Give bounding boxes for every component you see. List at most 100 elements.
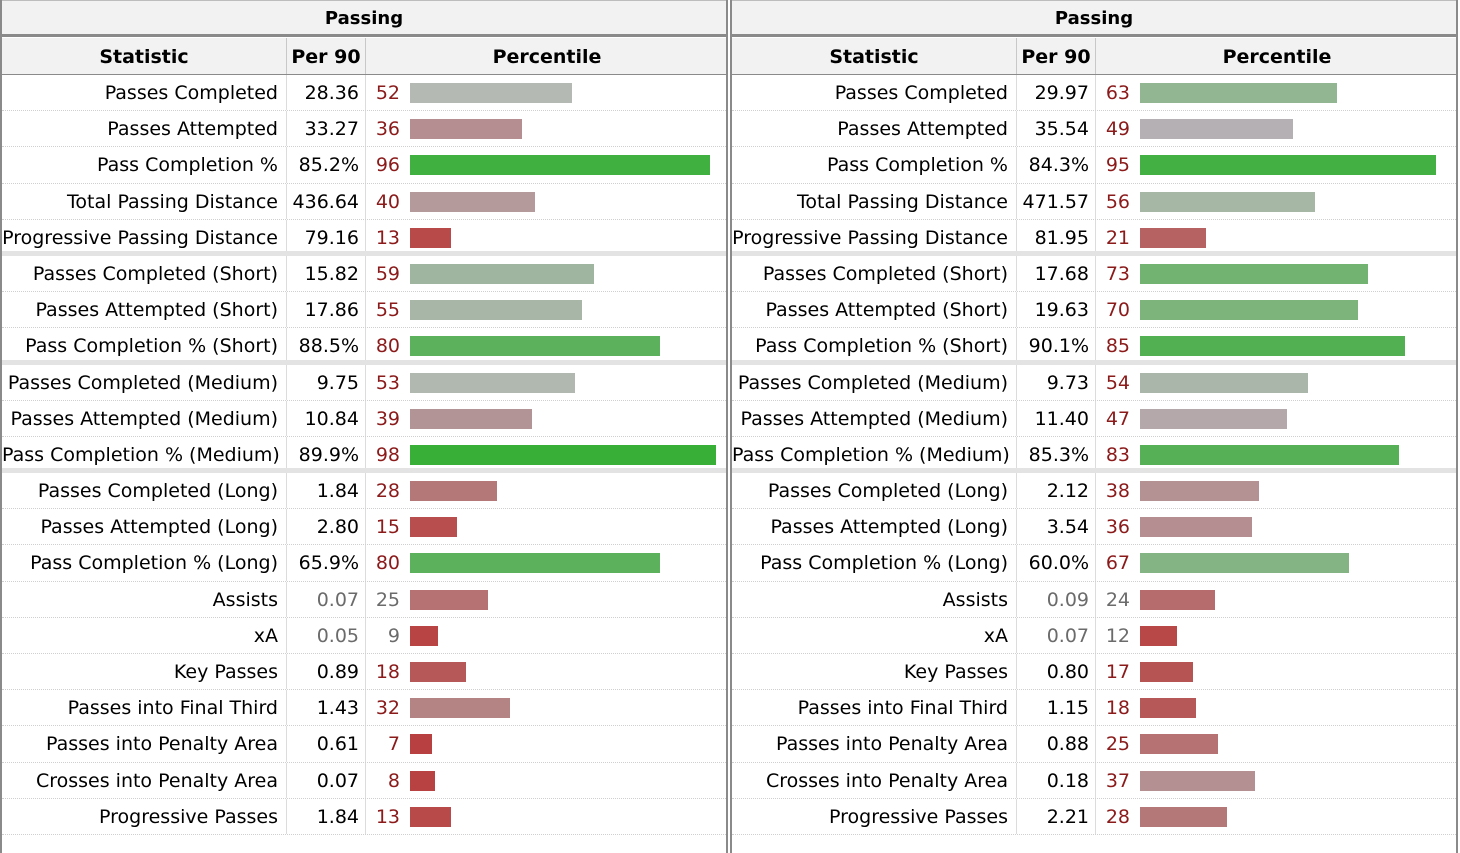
per90-value: 1.84 [287, 473, 366, 509]
percentile-bar [1140, 662, 1193, 682]
percentile-value: 28 [1105, 805, 1130, 828]
percentile-value: 37 [1105, 769, 1130, 792]
statistic-label: Pass Completion % (Short) [732, 328, 1017, 360]
per90-value: 35.54 [1017, 111, 1096, 147]
table-row: Pass Completion % (Medium) 89.9% 98 [2, 436, 726, 474]
statistic-label: Progressive Passes [732, 798, 1017, 834]
percentile-value: 56 [1105, 190, 1130, 213]
column-header-percentile[interactable]: Percentile [492, 46, 602, 68]
per90-value: 88.5% [287, 328, 366, 360]
per90-value: 10.84 [287, 400, 366, 436]
table-row: Pass Completion % 84.3% 95 [732, 147, 1456, 184]
percentile-value: 9 [387, 624, 400, 647]
table-row: Progressive Passing Distance 81.95 21 [732, 219, 1456, 256]
table-row: Assists 0.07 25 [2, 581, 726, 618]
column-header-row: Statistic Per 90 Percentile [2, 38, 726, 75]
per90-value: 90.1% [1017, 328, 1096, 360]
table-row: Passes Completed (Medium) 9.75 53 [2, 364, 726, 401]
statistic-label: Pass Completion % [2, 147, 287, 183]
column-header-per90[interactable]: Per 90 [287, 38, 366, 74]
table-row: xA 0.05 9 [2, 617, 726, 654]
table-row: Passes Attempted (Short) 19.63 70 [732, 292, 1456, 329]
percentile-bar [410, 444, 716, 465]
statistic-label: Passes Completed (Long) [2, 473, 287, 509]
percentile-bar [410, 155, 710, 176]
percentile-bar [1140, 481, 1259, 502]
percentile-value: 13 [375, 226, 400, 249]
percentile-bar [410, 553, 660, 574]
percentile-value: 47 [1105, 407, 1130, 430]
per90-value: 0.07 [287, 762, 366, 798]
per90-value: 2.21 [1017, 798, 1096, 834]
percentile-value: 28 [375, 480, 400, 503]
percentile-bar [1140, 155, 1436, 176]
per90-value: 19.63 [1017, 292, 1096, 328]
percentile-value: 80 [375, 552, 400, 575]
percentile-bar [410, 191, 535, 212]
statistic-label: Crosses into Penalty Area [732, 762, 1017, 798]
table-body: Passes Completed 29.97 63 Passes Attempted 3… [732, 75, 1456, 835]
table-row: Progressive Passes 2.21 28 [732, 798, 1456, 835]
percentile-bar [1140, 408, 1287, 429]
table-row: Pass Completion % 85.2% 96 [2, 147, 726, 184]
statistic-label: Progressive Passing Distance [732, 219, 1017, 251]
statistic-label: Pass Completion % (Long) [732, 545, 1017, 581]
statistic-label: Assists [2, 581, 287, 617]
statistic-label: Key Passes [732, 654, 1017, 690]
percentile-bar [1140, 517, 1252, 538]
statistic-label: Passes Completed (Medium) [2, 364, 287, 400]
percentile-bar [410, 589, 488, 610]
per90-value: 9.75 [287, 364, 366, 400]
table-row: Passes Attempted (Medium) 11.40 47 [732, 400, 1456, 437]
statistic-label: Assists [732, 581, 1017, 617]
percentile-bar [410, 336, 660, 357]
column-header-percentile[interactable]: Percentile [1222, 46, 1332, 68]
table-row: Assists 0.09 24 [732, 581, 1456, 618]
table-row: Passes into Final Third 1.15 18 [732, 690, 1456, 727]
table-row: Passes Completed 28.36 52 [2, 75, 726, 112]
statistic-label: Passes Attempted [732, 111, 1017, 147]
percentile-bar [410, 698, 510, 719]
percentile-bar [1140, 227, 1206, 248]
percentile-bar [1140, 734, 1218, 755]
column-header-per90[interactable]: Per 90 [1017, 38, 1096, 74]
statistic-label: Passes Completed (Short) [732, 255, 1017, 292]
table-row: Pass Completion % (Short) 90.1% 85 [732, 328, 1456, 365]
per90-value: 65.9% [287, 545, 366, 581]
percentile-value: 59 [375, 262, 400, 285]
column-header-statistic[interactable]: Statistic [2, 38, 287, 74]
per90-value: 0.89 [287, 654, 366, 690]
statistic-label: Passes into Penalty Area [2, 726, 287, 762]
table-row: Passes Attempted 33.27 36 [2, 111, 726, 148]
passing-table-right: Passing Statistic Per 90 Percentile Pass… [730, 0, 1458, 853]
percentile-bar [410, 662, 466, 682]
percentile-value: 96 [375, 154, 400, 177]
statistic-label: xA [2, 617, 287, 653]
table-row: Pass Completion % (Short) 88.5% 80 [2, 328, 726, 365]
table-row: Passes Attempted (Medium) 10.84 39 [2, 400, 726, 437]
per90-value: 60.0% [1017, 545, 1096, 581]
table-row: Progressive Passing Distance 79.16 13 [2, 219, 726, 256]
per90-value: 89.9% [287, 436, 366, 469]
table-row: Passes Completed (Long) 2.12 38 [732, 473, 1456, 510]
statistic-label: Passes into Final Third [2, 690, 287, 726]
percentile-bar [410, 625, 438, 646]
per90-value: 0.88 [1017, 726, 1096, 762]
percentile-value: 70 [1105, 299, 1130, 322]
table-row: Passes Completed (Short) 15.82 59 [2, 255, 726, 293]
column-header-statistic[interactable]: Statistic [732, 38, 1017, 74]
table-body: Passes Completed 28.36 52 Passes Attempted 3… [2, 75, 726, 835]
per90-value: 9.73 [1017, 364, 1096, 400]
statistic-label: Passes Completed (Medium) [732, 364, 1017, 400]
table-row: Pass Completion % (Medium) 85.3% 83 [732, 436, 1456, 474]
percentile-bar [410, 300, 582, 321]
table-row: Crosses into Penalty Area 0.07 8 [2, 762, 726, 799]
per90-value: 1.43 [287, 690, 366, 726]
statistic-label: Progressive Passes [2, 798, 287, 834]
percentile-bar [1140, 625, 1177, 646]
statistic-label: Passes Completed [2, 75, 287, 111]
percentile-bar [410, 770, 435, 791]
statistic-label: Passes into Final Third [732, 690, 1017, 726]
table-row: Passes Completed (Long) 1.84 28 [2, 473, 726, 510]
statistic-label: Passes Attempted (Medium) [2, 400, 287, 436]
